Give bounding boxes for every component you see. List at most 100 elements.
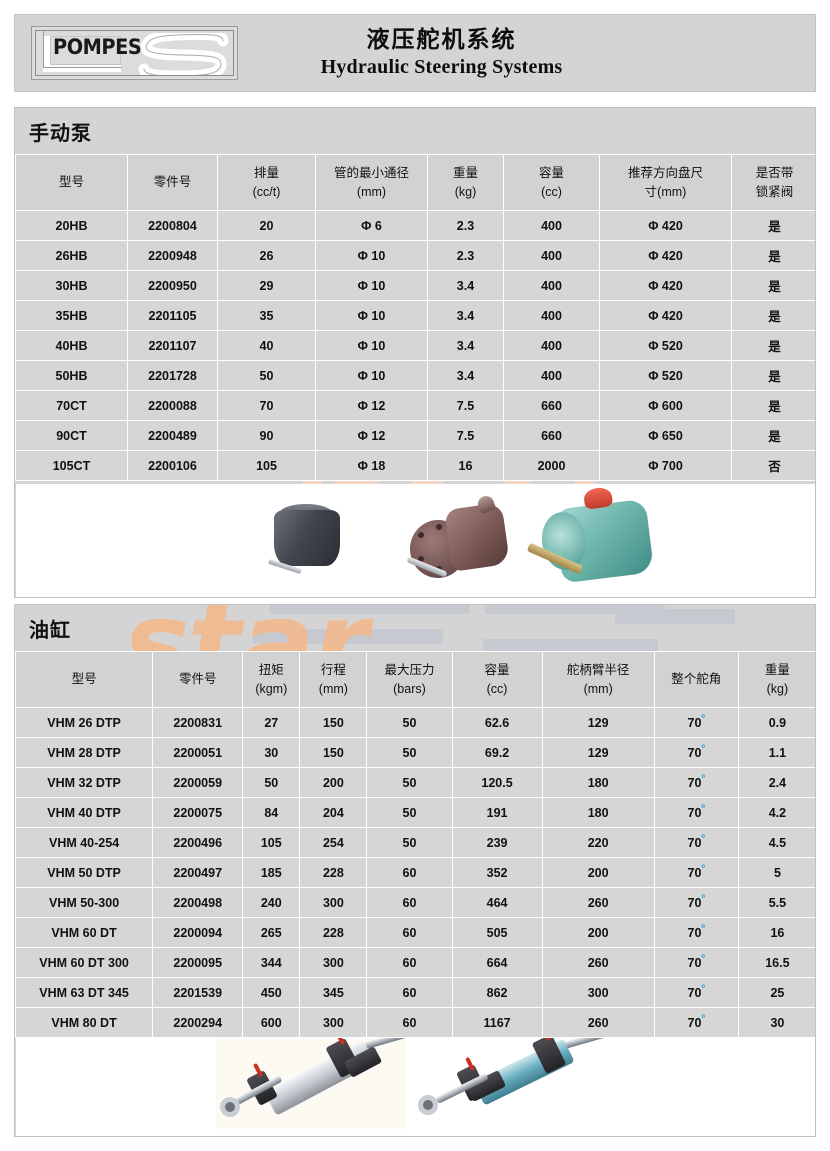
cell-max-pressure: 50 bbox=[366, 737, 453, 768]
degree-symbol: º bbox=[701, 954, 706, 966]
col-header-part-number: 零件号 bbox=[127, 154, 218, 211]
cell-lock-valve: 是 bbox=[731, 210, 815, 241]
cell-stroke: 300 bbox=[299, 1007, 368, 1038]
cell-torque: 265 bbox=[242, 917, 301, 948]
cell-wheel-size: Φ 520 bbox=[599, 330, 732, 361]
cell-part-number: 2200095 bbox=[152, 947, 244, 978]
logo-l-shape-icon bbox=[43, 31, 122, 72]
section-title-cylinders: 油缸 bbox=[29, 618, 71, 642]
cell-model: 20HB bbox=[15, 210, 128, 241]
cell-displacement: 26 bbox=[217, 240, 316, 271]
col-header-part-number: 零件号 bbox=[152, 651, 244, 708]
page-header: POMPES 液压舵机系统 Hydraulic Steering Systems bbox=[14, 14, 816, 92]
cell-part-number: 2200075 bbox=[152, 797, 244, 828]
cell-model: 105CT bbox=[15, 450, 128, 481]
brand-logo: POMPES bbox=[31, 26, 238, 80]
cell-model: VHM 60 DT bbox=[15, 917, 154, 948]
table-row: 35HB 2201105 35 Φ 10 3.4 400 Φ 420 是 bbox=[15, 300, 815, 331]
cylinder-image-strip bbox=[16, 1019, 815, 1136]
col-header-model: 型号 bbox=[15, 154, 128, 211]
cell-weight: 3.4 bbox=[427, 360, 504, 391]
cell-capacity: 660 bbox=[503, 390, 600, 421]
cell-weight: 7.5 bbox=[427, 420, 504, 451]
col-header-wheel-size: 推荐方向盘尺 寸(mm) bbox=[599, 154, 732, 211]
cell-model: VHM 28 DTP bbox=[15, 737, 154, 768]
table-row: 105CT 2200106 105 Φ 18 16 2000 Φ 700 否 bbox=[15, 450, 815, 481]
cell-tiller-arm-radius: 180 bbox=[541, 797, 655, 828]
cell-weight: 1.1 bbox=[737, 737, 815, 768]
cell-capacity: 660 bbox=[503, 420, 600, 451]
cell-torque: 344 bbox=[242, 947, 301, 978]
cell-weight: 2.3 bbox=[427, 240, 504, 271]
cell-displacement: 40 bbox=[217, 330, 316, 361]
cell-model: VHM 60 DT 300 bbox=[15, 947, 154, 978]
cell-capacity: 352 bbox=[451, 857, 543, 888]
cell-wheel-size: Φ 520 bbox=[599, 360, 732, 391]
table-row: VHM 50 DTP 2200497 185 228 60 352 200 70º 5 bbox=[15, 857, 815, 888]
cell-part-number: 2200950 bbox=[127, 270, 218, 301]
cell-weight: 3.4 bbox=[427, 270, 504, 301]
cell-part-number: 2200497 bbox=[152, 857, 244, 888]
cell-capacity: 400 bbox=[503, 240, 600, 271]
table-header-row: 型号 零件号 扭矩 (kgm) 行程 (mm) bbox=[15, 651, 815, 708]
table-row: VHM 80 DT 2200294 600 300 60 1167 260 70º 30 bbox=[15, 1007, 815, 1038]
cell-model: VHM 63 DT 345 bbox=[15, 977, 154, 1008]
cell-min-pipe-bore: Φ 12 bbox=[315, 390, 428, 421]
logo-wordmark: POMPES bbox=[53, 35, 142, 59]
cell-part-number: 2200294 bbox=[152, 1007, 244, 1038]
cell-torque: 105 bbox=[242, 827, 301, 858]
cell-stroke: 150 bbox=[299, 707, 368, 738]
cell-model: VHM 32 DTP bbox=[15, 767, 154, 798]
cell-lock-valve: 是 bbox=[731, 330, 815, 361]
cell-model: VHM 26 DTP bbox=[15, 707, 154, 738]
cell-weight: 2.4 bbox=[737, 767, 815, 798]
cell-part-number: 2200094 bbox=[152, 917, 244, 948]
col-header-capacity: 容量 (cc) bbox=[503, 154, 600, 211]
col-header-weight: 重量 (kg) bbox=[427, 154, 504, 211]
table-row: VHM 50-300 2200498 240 300 60 464 260 70º 5.5 bbox=[15, 887, 815, 918]
cell-tiller-arm-radius: 260 bbox=[541, 947, 655, 978]
col-header-total-rudder-angle: 整个舵角 bbox=[653, 651, 739, 708]
product-image-steering-cylinder-silver bbox=[216, 1025, 418, 1133]
cell-part-number: 2201728 bbox=[127, 360, 218, 391]
cell-min-pipe-bore: Φ 10 bbox=[315, 300, 428, 331]
cell-part-number: 2200804 bbox=[127, 210, 218, 241]
cell-tiller-arm-radius: 180 bbox=[541, 767, 655, 798]
col-header-lock-valve: 是否带 锁紧阀 bbox=[731, 154, 815, 211]
cell-model: VHM 50-300 bbox=[15, 887, 154, 918]
cell-capacity: 69.2 bbox=[451, 737, 543, 768]
cell-rudder-angle: 70º bbox=[653, 1007, 739, 1038]
cell-displacement: 90 bbox=[217, 420, 316, 451]
cell-weight: 3.4 bbox=[427, 300, 504, 331]
degree-symbol: º bbox=[701, 984, 706, 996]
cell-rudder-angle: 70º bbox=[653, 707, 739, 738]
cell-weight: 7.5 bbox=[427, 390, 504, 421]
cell-part-number: 2200948 bbox=[127, 240, 218, 271]
cell-capacity: 400 bbox=[503, 210, 600, 241]
logo-s-shape-icon bbox=[138, 33, 229, 75]
cell-stroke: 300 bbox=[299, 887, 368, 918]
cell-stroke: 200 bbox=[299, 767, 368, 798]
cell-rudder-angle: 70º bbox=[653, 887, 739, 918]
cell-torque: 600 bbox=[242, 1007, 301, 1038]
cell-weight: 3.4 bbox=[427, 330, 504, 361]
cell-stroke: 150 bbox=[299, 737, 368, 768]
cell-model: VHM 80 DT bbox=[15, 1007, 154, 1038]
cell-stroke: 228 bbox=[299, 857, 368, 888]
cell-capacity: 2000 bbox=[503, 450, 600, 481]
product-image-steering-cylinder-teal bbox=[416, 1025, 620, 1133]
degree-symbol: º bbox=[701, 924, 706, 936]
cell-model: 30HB bbox=[15, 270, 128, 301]
cell-weight: 5.5 bbox=[737, 887, 815, 918]
cell-weight: 2.3 bbox=[427, 210, 504, 241]
cell-displacement: 105 bbox=[217, 450, 316, 481]
hand-pumps-table-body: 20HB 2200804 20 Φ 6 2.3 400 Φ 420 是 26HB 2200948… bbox=[15, 210, 815, 481]
cell-tiller-arm-radius: 129 bbox=[541, 737, 655, 768]
cell-torque: 30 bbox=[242, 737, 301, 768]
cylinders-table: 型号 零件号 扭矩 (kgm) 行程 (mm) bbox=[15, 651, 815, 1038]
col-header-weight: 重量 (kg) bbox=[737, 651, 815, 708]
logo-inner-frame: POMPES bbox=[35, 30, 234, 76]
cell-part-number: 2200051 bbox=[152, 737, 244, 768]
cell-lock-valve: 是 bbox=[731, 300, 815, 331]
